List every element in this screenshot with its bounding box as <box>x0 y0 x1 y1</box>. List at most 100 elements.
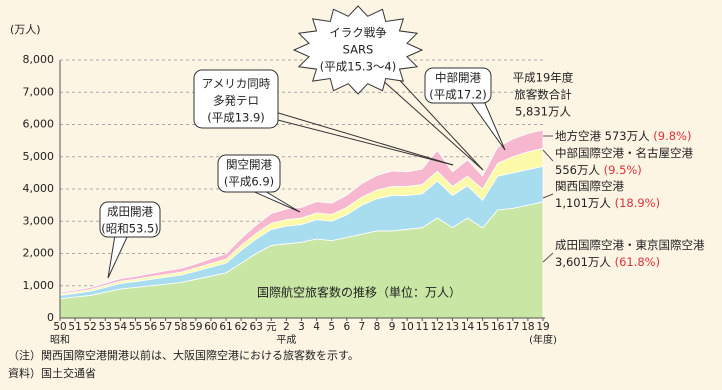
annotation: 平成19年度 <box>513 71 574 85</box>
x-tick-label: 54 <box>114 321 128 333</box>
x-tick-label: 5 <box>328 321 335 333</box>
x-tick-label: 17 <box>506 321 519 333</box>
series-name: 成田国際空港・東京国際空港 <box>555 238 705 252</box>
x-tick-label: 4 <box>313 321 320 333</box>
annotation: (昭和53.5) <box>101 222 159 236</box>
leader-line <box>379 77 484 171</box>
y-tick-label: 6,000 <box>23 118 55 131</box>
callout-box <box>99 201 161 238</box>
chart-title: 国際航空旅客数の推移（単位：万人） <box>257 285 461 300</box>
series-total-label: 1,101万人 <box>555 196 611 210</box>
series-total-label: 556万人 <box>555 163 600 177</box>
annotation: 成田開港 <box>107 205 153 219</box>
callout-box <box>424 67 492 104</box>
annotation: イラク戦争 <box>329 26 387 40</box>
callout-box <box>217 154 281 193</box>
annotation: (平成13.9) <box>207 111 265 125</box>
y-tick-label: 7,000 <box>23 85 55 98</box>
annotation: (平成6.9) <box>224 175 274 189</box>
series-share-label: (9.8%) <box>650 129 692 143</box>
note: （注）関西国際空港開港以前は、大阪国際空港における旅客数を示す。 <box>8 348 359 362</box>
callout-tail <box>107 234 129 279</box>
series-name: 地方空港 <box>555 129 605 143</box>
x-tick-label: 18 <box>521 321 534 333</box>
x-tick-label: 10 <box>400 321 413 333</box>
era-label: 平成 <box>276 334 296 346</box>
series-share-label: (61.8%) <box>611 255 660 269</box>
x-tick-label: 6 <box>343 321 350 333</box>
x-tick-label: 62 <box>234 321 247 333</box>
callout-tail <box>249 189 301 213</box>
series-total-label: 573万人 <box>605 129 650 143</box>
y-tick-label: 4,000 <box>23 182 55 195</box>
annotation: 5,831万人 <box>515 105 571 119</box>
x-tick-label: 16 <box>491 321 505 333</box>
x-tick-label: 61 <box>219 321 232 333</box>
x-tick-label: 13 <box>446 321 459 333</box>
annotation: アメリカ同時 <box>202 77 271 91</box>
y-tick-label: 0 <box>47 311 54 324</box>
y-tick-label: 1,000 <box>23 279 55 292</box>
x-tick-label: 19 <box>536 321 549 333</box>
x-tick-label: 63 <box>250 321 263 333</box>
x-tick-label: 12 <box>431 321 444 333</box>
y-tick-label: 8,000 <box>23 53 55 66</box>
x-tick-label: 51 <box>68 321 81 333</box>
leader-line <box>391 71 484 171</box>
x-tick-label: 59 <box>189 321 202 333</box>
series-share-label: (18.9%) <box>611 196 660 210</box>
callout-box <box>193 69 279 129</box>
x-tick-label: 8 <box>374 321 381 333</box>
annotation: 旅客数合計 <box>514 88 572 102</box>
series-share-label: (9.5%) <box>600 163 642 177</box>
annotation: (平成15.3～4) <box>320 60 396 74</box>
callout-burst <box>292 5 424 95</box>
leader-line <box>542 149 554 162</box>
annotation: (平成17.2) <box>429 88 487 102</box>
annotation: SARS <box>343 43 374 57</box>
leader-line <box>542 252 554 263</box>
y-tick-label: 5,000 <box>23 150 55 163</box>
x-tick-label: 3 <box>298 321 305 333</box>
x-unit: (年度) <box>529 333 557 346</box>
y-unit: (万人) <box>10 23 41 36</box>
x-tick-label: 52 <box>84 321 97 333</box>
x-tick-label: 15 <box>476 321 489 333</box>
x-tick-label: 2 <box>283 321 290 333</box>
y-tick-label: 2,000 <box>23 247 55 260</box>
x-tick-label: 7 <box>359 321 366 333</box>
series-label: 1,101万人 (18.9%) <box>555 196 660 210</box>
x-tick-label: 53 <box>99 321 112 333</box>
x-tick-label: 57 <box>159 321 172 333</box>
series-total-label: 3,601万人 <box>555 255 611 269</box>
x-tick-label: 9 <box>389 321 396 333</box>
y-tick-label: 3,000 <box>23 214 55 227</box>
x-tick-label: 元 <box>266 321 277 333</box>
leader-line <box>274 111 454 166</box>
note: 資料）国土交通省 <box>8 366 96 380</box>
series-name: 関西国際空港 <box>555 179 624 193</box>
area <box>59 129 544 295</box>
x-tick-label: 55 <box>129 321 142 333</box>
title-box <box>243 283 475 302</box>
callout-tail <box>469 100 506 151</box>
leader-line <box>269 117 454 166</box>
x-tick-label: 58 <box>174 321 187 333</box>
annotation: 多発テロ <box>213 94 259 108</box>
x-tick-label: 11 <box>416 321 429 333</box>
leader-line <box>542 193 554 199</box>
x-tick-label: 14 <box>461 321 475 333</box>
annotation: 中部開港 <box>435 71 481 85</box>
series-label: 中部国際空港・名古屋空港 <box>555 146 693 160</box>
series-name: 中部国際空港・名古屋空港 <box>555 146 693 160</box>
x-tick-label: 50 <box>53 321 66 333</box>
x-tick-label: 56 <box>144 321 158 333</box>
series-label: 地方空港 573万人 (9.8%) <box>555 129 691 143</box>
series-label: 成田国際空港・東京国際空港 <box>555 238 705 252</box>
x-tick-label: 60 <box>204 321 217 333</box>
era-label: 昭和 <box>50 334 70 346</box>
series-label: 3,601万人 (61.8%) <box>555 255 660 269</box>
annotation: 関空開港 <box>226 158 272 172</box>
series-label: 関西国際空港 <box>555 179 624 193</box>
